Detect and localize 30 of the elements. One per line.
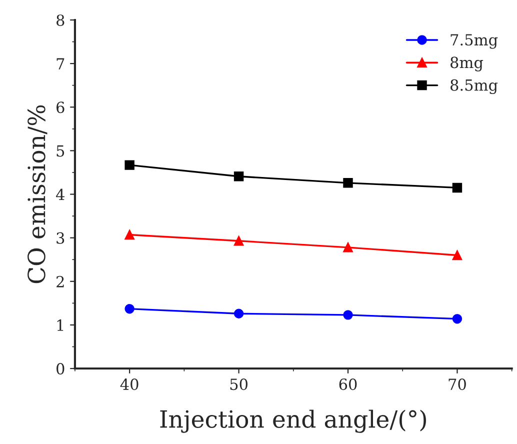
y-tick-label: 7 (56, 58, 64, 70)
point (124, 304, 134, 314)
x-axis-title: Injection end angle/(°) (160, 410, 426, 433)
point (124, 230, 134, 240)
legend-label: 8.5mg (450, 79, 498, 94)
point (452, 250, 462, 260)
point (452, 314, 462, 324)
y-tick-label: 4 (56, 188, 64, 200)
point (234, 236, 244, 246)
x-tick-label: 60 (339, 378, 357, 390)
y-tick-label: 2 (56, 276, 64, 288)
point (343, 178, 353, 188)
point (343, 242, 353, 252)
y-tick-label: 1 (57, 319, 64, 331)
y-axis-title: CO emission/% (28, 105, 48, 284)
y-tick-label: 6 (56, 102, 64, 114)
y-tick-label: 8 (56, 14, 64, 26)
point (124, 160, 134, 170)
point (234, 172, 244, 182)
y-tick-label: 5 (56, 145, 64, 157)
legend-label: 7.5mg (450, 34, 498, 49)
point (234, 308, 244, 318)
x-tick-label: 40 (120, 378, 138, 390)
point (452, 182, 462, 193)
legend-label: 8mg (450, 56, 484, 72)
y-tick-label: 3 (56, 232, 64, 244)
x-tick-label: 50 (230, 378, 248, 390)
x-tick-label: 70 (448, 378, 466, 390)
y-tick-label: 0 (56, 362, 64, 375)
point (343, 310, 353, 320)
